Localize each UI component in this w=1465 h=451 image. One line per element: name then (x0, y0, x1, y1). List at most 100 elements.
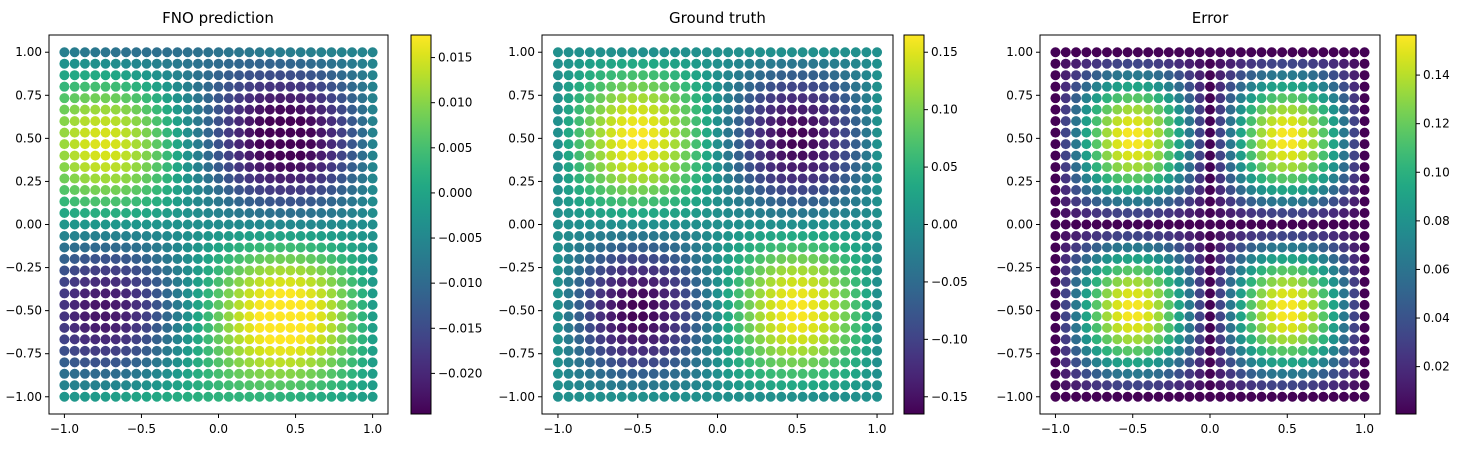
scatter-point (680, 299, 691, 310)
scatter-point (786, 58, 797, 69)
scatter-point (1194, 127, 1205, 138)
scatter-point (367, 116, 378, 127)
scatter-point (1071, 208, 1082, 219)
scatter-point (1184, 334, 1195, 345)
scatter-point (1050, 288, 1061, 299)
scatter-point (1194, 93, 1205, 104)
scatter-point (648, 380, 659, 391)
scatter-point (1050, 276, 1061, 287)
scatter-point (872, 253, 883, 264)
scatter-point (584, 391, 595, 402)
scatter-point (275, 357, 286, 368)
scatter-point (1359, 47, 1370, 58)
scatter-point (786, 162, 797, 173)
scatter-point (316, 58, 327, 69)
scatter-point (1308, 162, 1319, 173)
scatter-point (1215, 253, 1226, 264)
scatter-point (680, 265, 691, 276)
scatter-point (1122, 81, 1133, 92)
scatter-point (808, 127, 819, 138)
scatter-point (182, 334, 193, 345)
scatter-point (192, 265, 203, 276)
scatter-point (1163, 81, 1174, 92)
scatter-point (244, 345, 255, 356)
scatter-point (275, 265, 286, 276)
scatter-point (786, 253, 797, 264)
scatter-point (1143, 391, 1154, 402)
scatter-point (808, 139, 819, 150)
scatter-point (712, 345, 723, 356)
scatter-point (90, 299, 101, 310)
scatter-point (141, 173, 152, 184)
scatter-point (192, 127, 203, 138)
scatter-point (1112, 104, 1123, 115)
scatter-point (584, 322, 595, 333)
scatter-point (172, 173, 183, 184)
scatter-point (1266, 230, 1277, 241)
scatter-point (723, 58, 734, 69)
scatter-point (1174, 81, 1185, 92)
scatter-point (701, 288, 712, 299)
scatter-point (1225, 357, 1236, 368)
scatter-point (141, 162, 152, 173)
scatter-point (1266, 58, 1277, 69)
scatter-point (1338, 311, 1349, 322)
scatter-point (755, 230, 766, 241)
scatter-point (275, 104, 286, 115)
scatter-point (701, 208, 712, 219)
scatter-point (275, 253, 286, 264)
scatter-point (638, 208, 649, 219)
scatter-point (192, 391, 203, 402)
scatter-point (797, 311, 808, 322)
scatter-point (552, 219, 563, 230)
scatter-point (1071, 219, 1082, 230)
scatter-point (744, 196, 755, 207)
scatter-point (840, 391, 851, 402)
scatter-point (213, 116, 224, 127)
scatter-point (733, 81, 744, 92)
scatter-point (131, 150, 142, 161)
scatter-point (574, 162, 585, 173)
scatter-point (584, 162, 595, 173)
scatter-points (552, 47, 883, 402)
scatter-point (305, 299, 316, 310)
scatter-point (172, 276, 183, 287)
scatter-point (723, 357, 734, 368)
scatter-point (203, 81, 214, 92)
scatter-point (326, 162, 337, 173)
scatter-point (1349, 299, 1360, 310)
scatter-point (680, 47, 691, 58)
scatter-point (552, 93, 563, 104)
scatter-point (305, 208, 316, 219)
scatter-point (90, 242, 101, 253)
scatter-point (755, 185, 766, 196)
scatter-point (1359, 196, 1370, 207)
scatter-point (765, 139, 776, 150)
scatter-point (616, 230, 627, 241)
scatter-point (244, 81, 255, 92)
scatter-point (162, 70, 173, 81)
scatter-point (872, 230, 883, 241)
scatter-point (1143, 58, 1154, 69)
scatter-point (1349, 345, 1360, 356)
scatter-point (1132, 116, 1143, 127)
scatter-point (1163, 357, 1174, 368)
scatter-point (1112, 345, 1123, 356)
scatter-point (659, 47, 670, 58)
scatter-point (151, 345, 162, 356)
scatter-point (584, 230, 595, 241)
scatter-point (305, 334, 316, 345)
scatter-point (786, 276, 797, 287)
scatter-point (691, 345, 702, 356)
scatter-point (584, 196, 595, 207)
scatter-point (574, 93, 585, 104)
scatter-point (141, 311, 152, 322)
scatter-point (755, 334, 766, 345)
scatter-point (162, 322, 173, 333)
scatter-point (808, 185, 819, 196)
scatter-point (110, 368, 121, 379)
scatter-point (606, 311, 617, 322)
scatter-point (305, 265, 316, 276)
x-tick-label: 0.5 (286, 422, 305, 436)
scatter-point (203, 219, 214, 230)
